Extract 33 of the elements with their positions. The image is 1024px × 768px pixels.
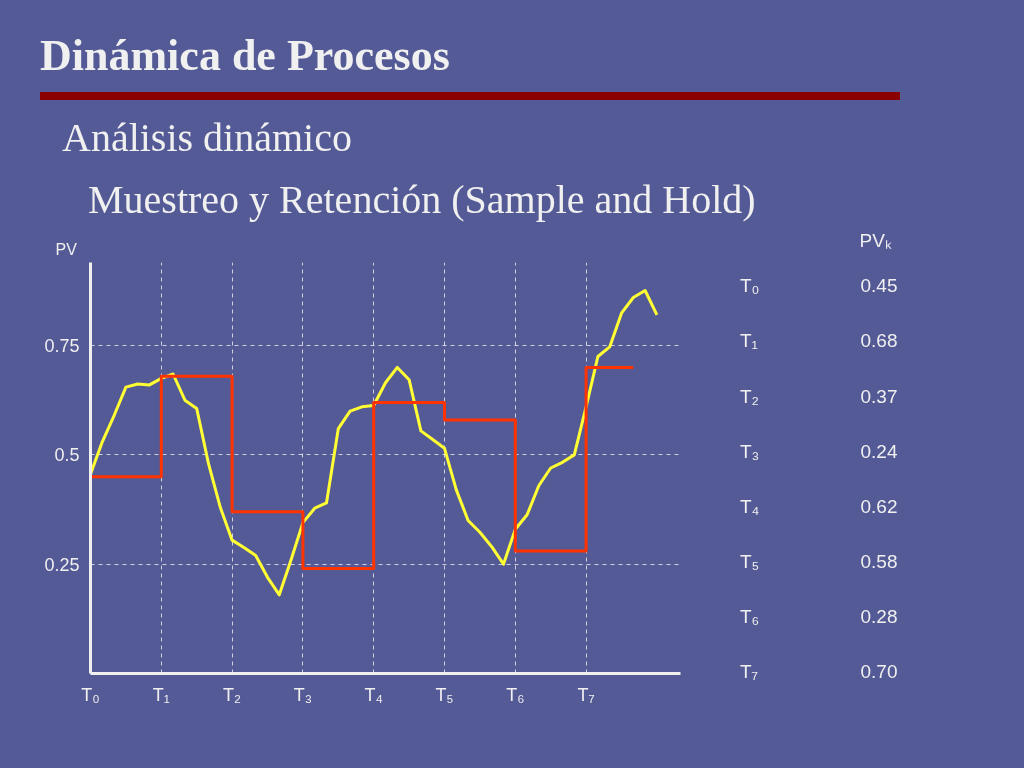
text: Muestreo y Retención (Sample and Hold): [88, 176, 756, 224]
text: T₁: [740, 329, 760, 354]
text: PVₖ: [859, 229, 893, 254]
text: T₀: [740, 274, 761, 299]
text: 0.37: [859, 384, 899, 409]
x-tick-label: T₃: [293, 684, 313, 705]
x-tick-label: T₅: [435, 684, 454, 705]
y-tick-label: 0.25: [44, 554, 80, 575]
y-tick-label: 0.75: [44, 336, 80, 357]
text: 0.70: [859, 660, 899, 685]
text: T₃: [740, 439, 761, 464]
x-tick-label: T₆: [506, 684, 525, 705]
x-tick-label: T₁: [152, 684, 170, 705]
chart-title: Dinámica de Procesos: [40, 30, 450, 82]
chart-subtitle: Análisis dinámico: [62, 113, 352, 162]
text: T₄: [740, 494, 761, 519]
text: T₂: [740, 384, 760, 409]
text: T₆: [740, 605, 761, 630]
text: 0.62: [859, 494, 899, 519]
x-tick-label: T₇: [577, 684, 595, 705]
text: 0.58: [859, 549, 899, 574]
x-tick-label: T₄: [364, 684, 383, 705]
y-tick-label: 0.5: [54, 445, 80, 466]
text: 0.24: [859, 439, 899, 464]
text: T₅: [740, 549, 761, 574]
text: 0.68: [859, 329, 899, 354]
text: 0.45: [859, 274, 899, 299]
line-series: [90, 289, 659, 597]
x-tick-label: T₀: [81, 684, 100, 705]
text: T₇: [740, 660, 760, 685]
text: 0.28: [859, 605, 899, 630]
x-tick-label: T₂: [223, 684, 242, 705]
y-axis-title: PV: [55, 240, 78, 258]
